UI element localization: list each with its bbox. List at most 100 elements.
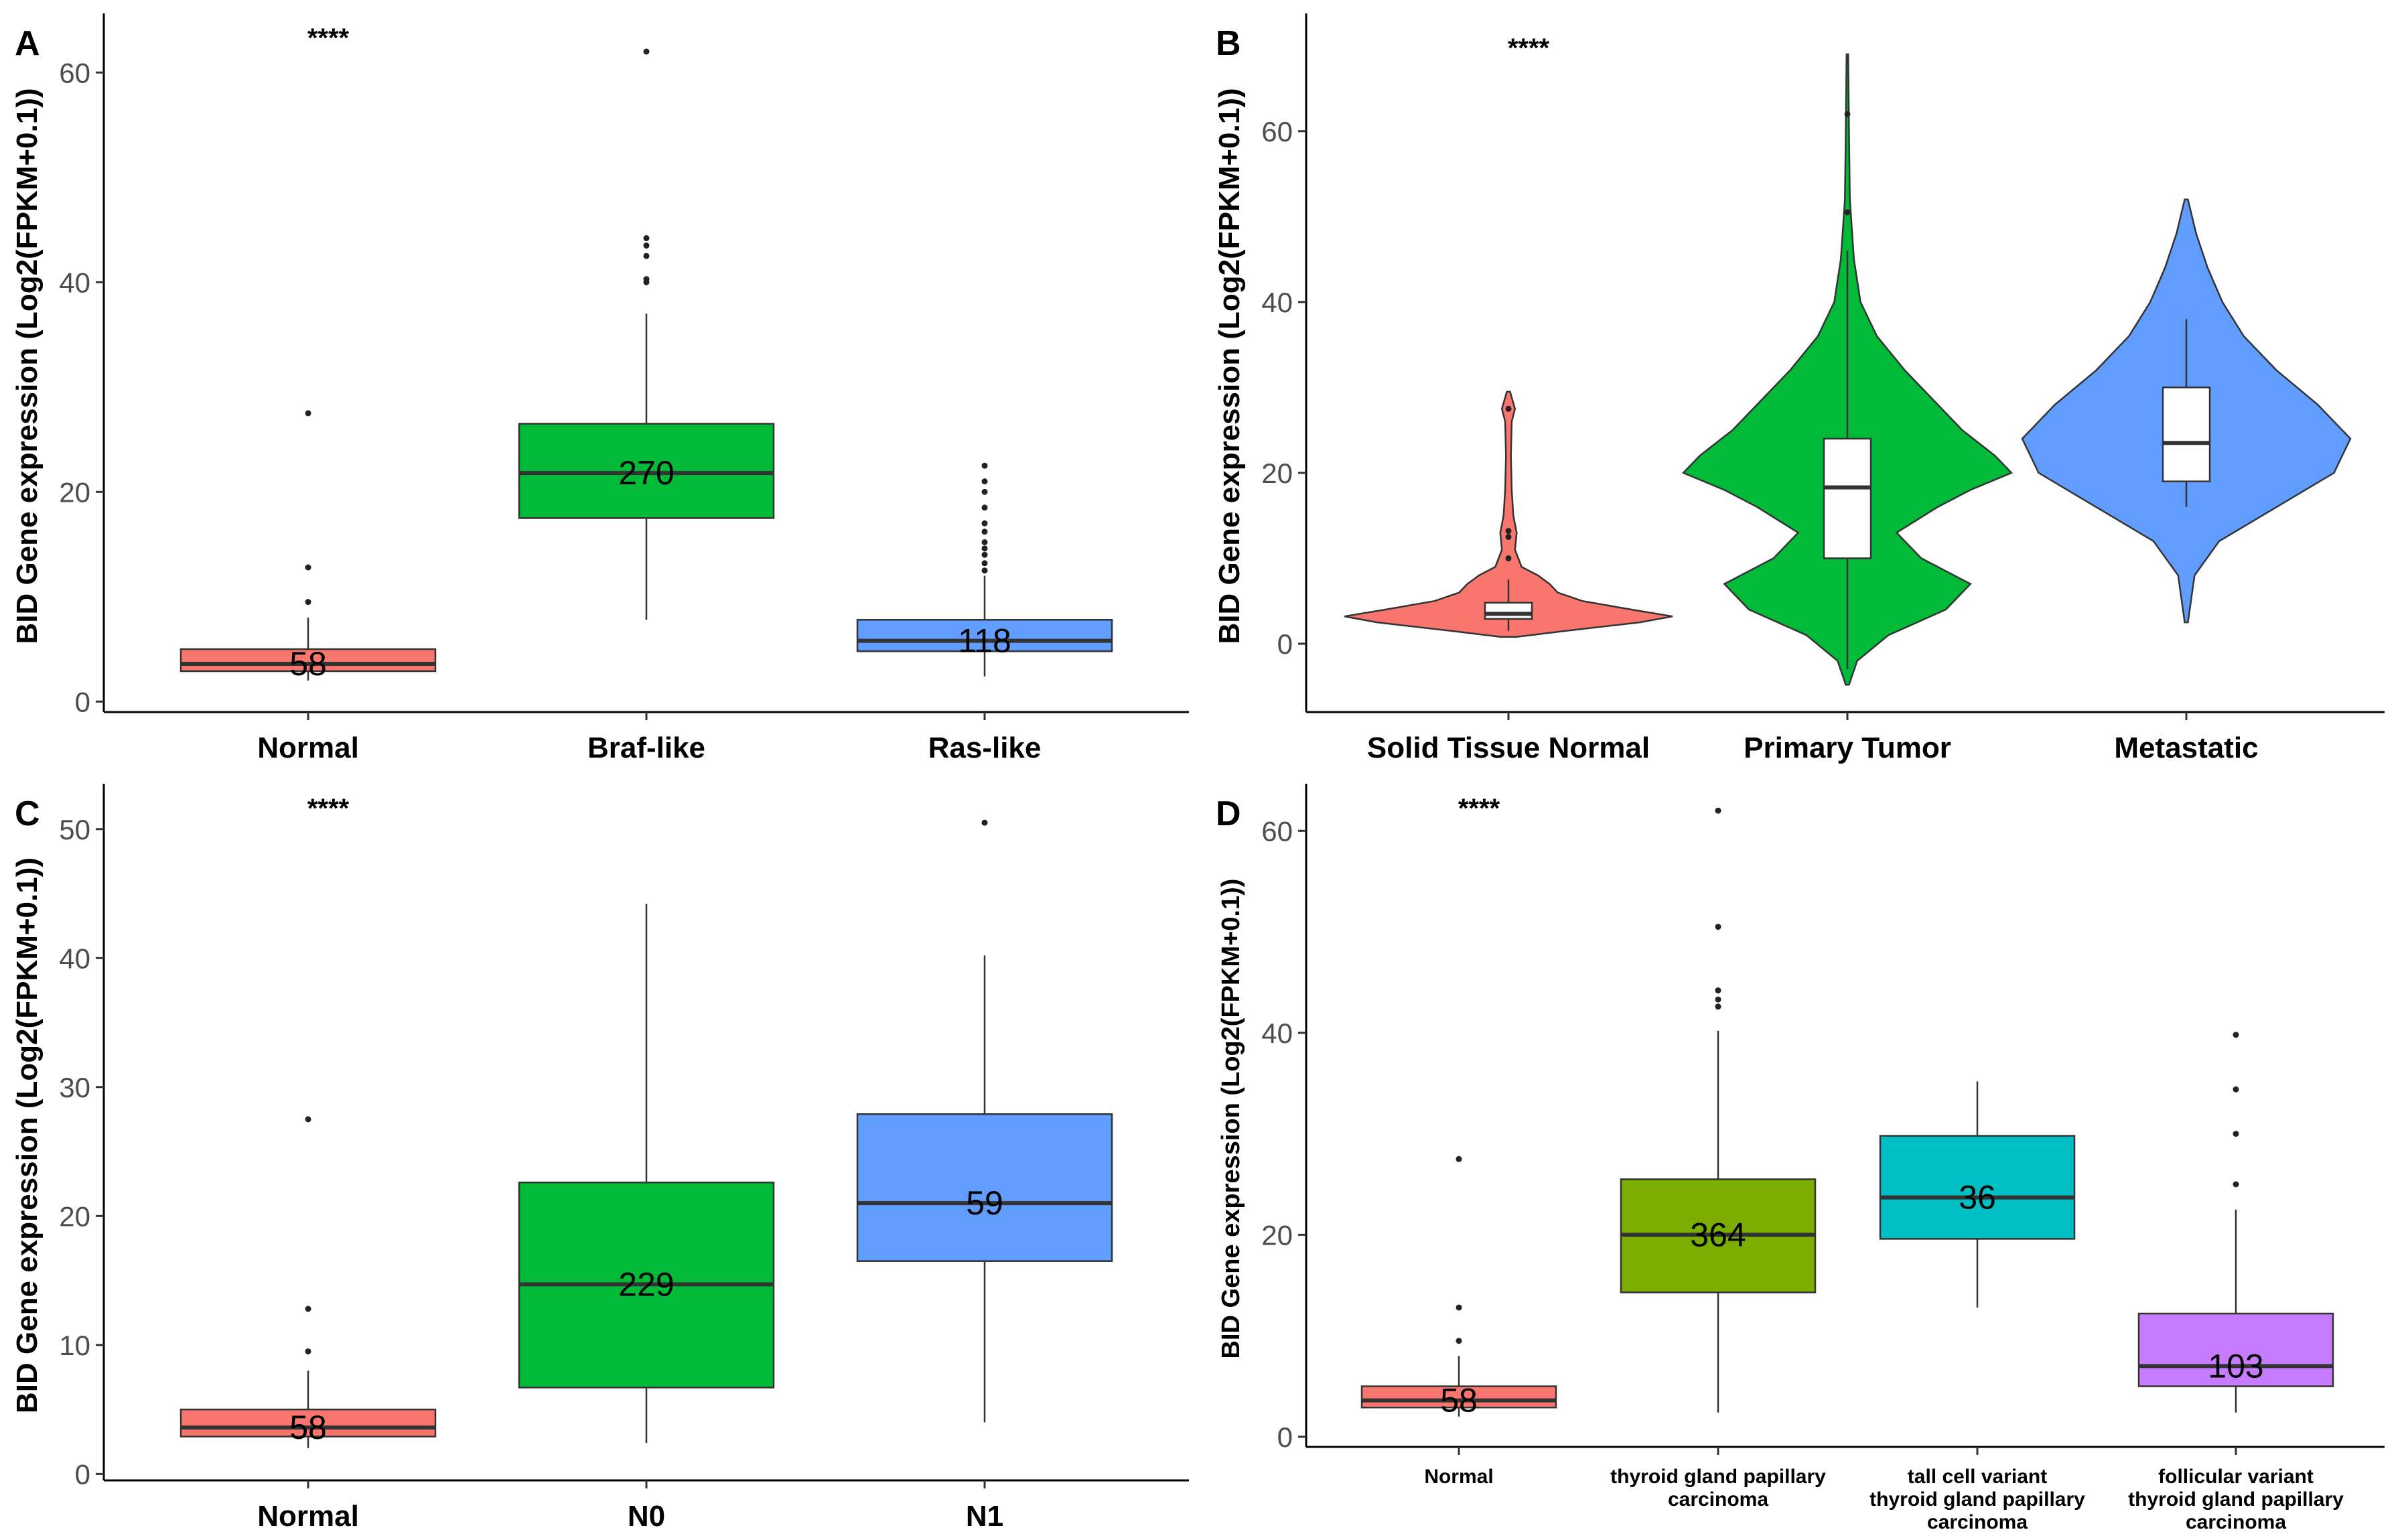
box-iqr — [180, 1408, 437, 1438]
x-tick-label: thyroid gland papillary — [1610, 1466, 1826, 1488]
x-tick-label: N0 — [628, 1500, 665, 1533]
significance-label: **** — [1508, 33, 1550, 63]
outlier-point — [981, 539, 988, 545]
x-tick-label: carcinoma — [2186, 1511, 2286, 1533]
y-tick-label: 40 — [59, 942, 90, 974]
panel-B: B BID Gene expression (Log2(FPKM+0.1)) 0 20… — [1213, 13, 2385, 764]
outlier-point — [1715, 1003, 1721, 1010]
outlier-point — [1715, 996, 1721, 1003]
y-tick-label: 20 — [59, 476, 90, 508]
x-tick-label: Ras-like — [928, 731, 1042, 764]
x-tick-label: Solid Tissue Normal — [1367, 731, 1650, 764]
outlier-point — [1844, 111, 1851, 117]
significance-label: **** — [307, 23, 350, 53]
outlier-point — [643, 253, 650, 259]
outlier-point — [1505, 528, 1512, 535]
outlier-point — [1456, 1156, 1462, 1162]
box-iqr — [180, 648, 437, 673]
box-3: 36 — [1879, 1081, 2076, 1308]
count-label: 270 — [618, 454, 674, 492]
outlier-point — [981, 520, 988, 527]
violin-shape — [1344, 391, 1673, 638]
x-tick-label: Normal — [257, 731, 359, 764]
count-label: 58 — [289, 645, 327, 683]
outlier-point — [1456, 1338, 1462, 1344]
y-axis-label: BID Gene expression (Log2(FPKM+0.1)) — [11, 857, 44, 1413]
count-label: 58 — [289, 1409, 327, 1446]
count-label: 58 — [1440, 1382, 1478, 1419]
y-tick-label: 20 — [59, 1200, 90, 1232]
count-label: 118 — [958, 622, 1011, 660]
outlier-point — [2233, 1032, 2239, 1038]
y-tick-label: 0 — [1277, 1421, 1293, 1453]
y-tick-label: 10 — [59, 1330, 90, 1361]
y-tick-label: 30 — [59, 1072, 90, 1103]
x-tick-label: carcinoma — [1927, 1511, 2028, 1533]
box-iqr — [1879, 1135, 2076, 1240]
box-3: 59 — [856, 819, 1113, 1423]
outlier-point — [643, 48, 650, 55]
y-tick-label: 50 — [59, 814, 90, 845]
x-tick-label: follicular variant — [2158, 1466, 2314, 1488]
count-label: 36 — [1959, 1179, 1996, 1216]
panel-C: C BID Gene expression (Log2(FPKM+0.1)) 0 10… — [11, 784, 1189, 1533]
box-iqr — [1484, 602, 1533, 620]
violin-3 — [2021, 198, 2352, 624]
box-iqr — [518, 423, 775, 519]
box-1: 58 — [180, 1116, 437, 1448]
outlier-point — [981, 462, 988, 469]
outlier-point — [643, 276, 650, 283]
y-tick-label: 20 — [1261, 1219, 1293, 1251]
outlier-point — [981, 545, 988, 552]
y-tick-label: 20 — [1261, 458, 1293, 489]
panel-letter: A — [15, 24, 40, 63]
y-tick-label: 40 — [1261, 1018, 1293, 1049]
outlier-point — [2233, 1181, 2239, 1188]
x-tick-label: N1 — [966, 1500, 1003, 1533]
panel-letter: C — [15, 794, 40, 833]
x-tick-label: thyroid gland papillary — [1869, 1488, 2085, 1511]
box-iqr — [1823, 437, 1872, 559]
x-tick-label: Normal — [1424, 1466, 1493, 1488]
box-iqr — [856, 1113, 1113, 1262]
box-2: 229 — [518, 904, 775, 1444]
y-tick-label: 60 — [1261, 815, 1293, 847]
outlier-point — [1715, 924, 1721, 930]
y-tick-label: 0 — [1277, 628, 1293, 660]
x-tick-label: Normal — [257, 1500, 359, 1533]
outlier-point — [305, 564, 311, 571]
violin-2 — [1681, 53, 2014, 686]
outlier-point — [1505, 405, 1512, 412]
outlier-point — [643, 235, 650, 242]
box-1: 58 — [180, 410, 437, 683]
outlier-point — [305, 410, 311, 417]
box-2: 364 — [1620, 807, 1817, 1413]
box-iqr — [856, 619, 1113, 652]
x-tick-label: Primary Tumor — [1744, 731, 1951, 764]
count-label: 364 — [1690, 1216, 1746, 1253]
box-2: 270 — [518, 48, 775, 620]
y-tick-label: 40 — [1261, 287, 1293, 318]
panel-A: A BID Gene expression (Log2(FPKM+0.1)) 0 20… — [11, 13, 1189, 764]
significance-label: **** — [307, 794, 350, 823]
outlier-point — [1456, 1304, 1462, 1311]
outlier-point — [981, 504, 988, 511]
y-axis-label: BID Gene expression (Log2(FPKM+0.1)) — [11, 88, 44, 644]
outlier-point — [1715, 987, 1721, 994]
outlier-point — [981, 529, 988, 535]
panel-D: D BID Gene expression (Log2(FPKM+0.1)) 0 20… — [1216, 784, 2385, 1533]
outlier-point — [2233, 1131, 2239, 1137]
y-tick-label: 0 — [75, 686, 90, 717]
box-1: 58 — [1360, 1156, 1557, 1419]
x-tick-label: carcinoma — [1668, 1488, 1768, 1511]
y-tick-label: 40 — [59, 267, 90, 298]
x-tick-label: thyroid gland papillary — [2128, 1488, 2344, 1511]
box-iqr — [2162, 387, 2211, 482]
outlier-point — [1505, 534, 1512, 541]
violin-1 — [1344, 391, 1673, 638]
outlier-point — [643, 242, 650, 249]
count-label: 103 — [2208, 1347, 2263, 1385]
box-iqr — [2137, 1312, 2334, 1387]
y-tick-label: 60 — [59, 57, 90, 88]
